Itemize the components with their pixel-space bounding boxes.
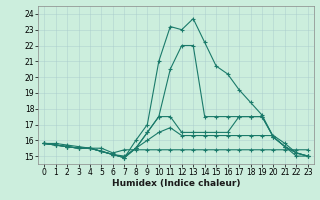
X-axis label: Humidex (Indice chaleur): Humidex (Indice chaleur) [112, 179, 240, 188]
